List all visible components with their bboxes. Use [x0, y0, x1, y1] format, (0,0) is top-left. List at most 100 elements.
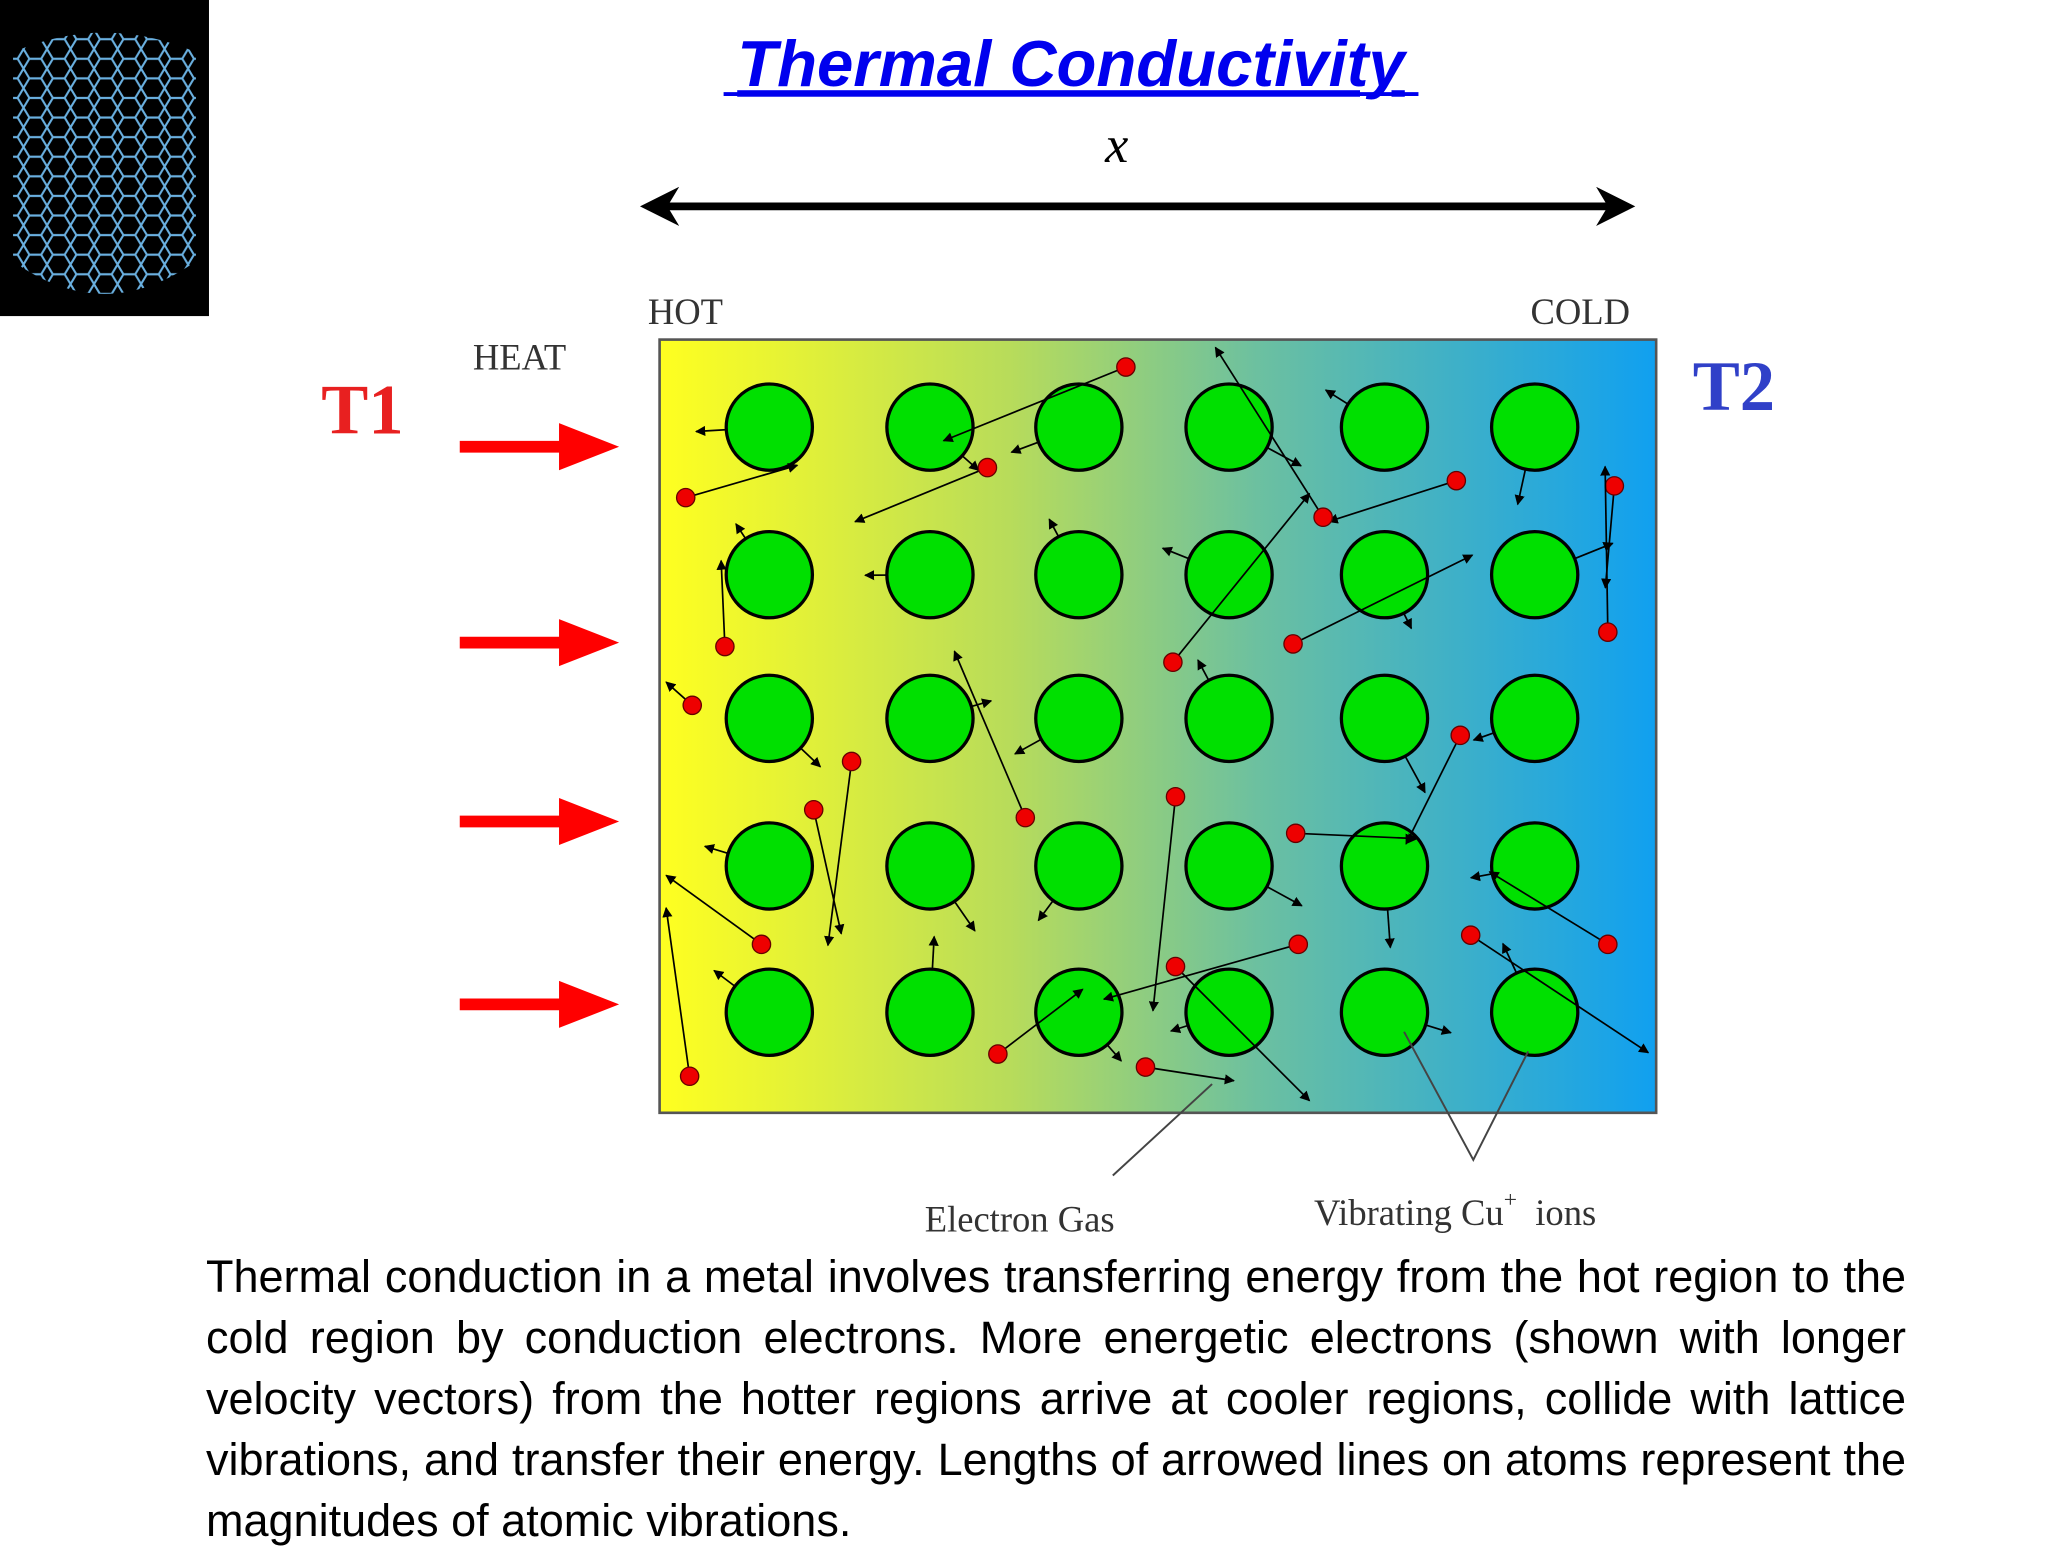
electron-velocity: [1145, 1066, 1235, 1085]
ion: [1184, 967, 1274, 1057]
ion: [1034, 382, 1124, 472]
electron-velocity: [1214, 346, 1324, 518]
electron: [715, 636, 735, 657]
ion: [885, 382, 975, 472]
electron-velocity: [824, 761, 853, 947]
electron: [1163, 652, 1183, 672]
ion: [1489, 382, 1580, 472]
heat-arrow-head: [559, 980, 620, 1028]
ion: [885, 967, 975, 1057]
lattice: [662, 346, 1650, 1102]
hot-label: HOT: [648, 291, 723, 332]
electron: [1283, 634, 1303, 654]
electron: [1165, 956, 1186, 977]
ion: [1184, 673, 1274, 764]
x-label: x: [1104, 116, 1128, 174]
ions-sup: +: [1504, 1187, 1517, 1213]
electron: [841, 751, 862, 772]
heat-arrows: [459, 423, 620, 1028]
ion: [724, 382, 815, 472]
electron-velocity: [1470, 934, 1650, 1054]
ion: [1184, 529, 1274, 620]
electron: [751, 934, 772, 955]
electron: [1598, 622, 1618, 642]
ion: [1184, 382, 1274, 472]
ion: [724, 821, 815, 911]
electron: [1450, 725, 1471, 746]
ions-end: ions: [1535, 1192, 1596, 1233]
t2-label: T2: [1693, 348, 1775, 426]
electron-velocity: [1488, 871, 1609, 946]
cold-label: COLD: [1531, 291, 1631, 332]
electron-velocity: [942, 366, 1127, 443]
electron-velocity: [716, 559, 727, 647]
electron: [1598, 934, 1618, 955]
heat-label: HEAT: [473, 337, 566, 378]
ion: [1034, 529, 1124, 620]
ion: [724, 673, 815, 764]
electron-velocity: [1102, 943, 1299, 1002]
electron: [1135, 1057, 1156, 1077]
electron-pointer: [1112, 1083, 1213, 1177]
electron: [682, 695, 703, 716]
electron: [1460, 925, 1481, 945]
electron: [1446, 470, 1467, 491]
electron: [675, 487, 696, 508]
nanotube-logo: [13, 32, 196, 294]
ion: [1034, 673, 1124, 764]
ion: [1489, 673, 1580, 764]
electron: [1313, 507, 1333, 528]
ion: [1339, 382, 1430, 472]
ion: [1489, 967, 1580, 1057]
ion: [1339, 967, 1430, 1057]
ions-label: Vibrating Cu+ ions: [1314, 1187, 1596, 1233]
electron: [977, 457, 998, 478]
ion: [885, 529, 975, 620]
electron-velocity: [812, 809, 845, 935]
electron-velocity: [1405, 734, 1462, 845]
electron: [1288, 934, 1309, 955]
electron-velocity: [1172, 492, 1311, 663]
electron-velocity: [1148, 796, 1177, 1012]
electron-velocity: [662, 906, 691, 1077]
ion: [1489, 529, 1580, 620]
electron-velocity: [685, 462, 799, 499]
electron-velocity: [665, 874, 762, 946]
ion: [1489, 821, 1580, 911]
ion: [1184, 821, 1274, 911]
ion: [724, 529, 815, 620]
electron-velocity: [1295, 832, 1419, 844]
ion: [1339, 673, 1430, 764]
electron-gas-label: Electron Gas: [925, 1199, 1115, 1240]
electron: [1116, 357, 1136, 377]
electron-velocity: [1327, 479, 1457, 524]
ion: [885, 673, 975, 764]
ion: [724, 967, 815, 1057]
ion-pointer: [1403, 1031, 1530, 1162]
electron: [679, 1066, 700, 1087]
electron-velocity: [1600, 465, 1611, 633]
heat-arrow-head: [559, 423, 620, 471]
electron: [1285, 823, 1306, 844]
electron-velocity: [953, 650, 1027, 818]
title: Thermal Conductivity: [737, 27, 1408, 100]
ions-text: Vibrating Cu: [1314, 1192, 1504, 1233]
electron-velocity: [997, 988, 1084, 1055]
heat-arrow-head: [559, 798, 620, 846]
ion: [1034, 967, 1124, 1057]
body-text: Thermal conduction in a metal involves t…: [206, 1251, 1906, 1546]
electron-velocity: [1174, 965, 1311, 1102]
ion: [1339, 529, 1430, 620]
ion: [1034, 821, 1124, 911]
electron-velocity: [854, 466, 988, 523]
t1-label: T1: [321, 372, 403, 450]
ion: [885, 821, 975, 911]
electron: [988, 1044, 1008, 1064]
electron: [1165, 786, 1186, 807]
electron: [803, 799, 824, 820]
electron: [1604, 476, 1625, 496]
heat-arrow-head: [559, 619, 620, 667]
electron: [1015, 807, 1036, 828]
